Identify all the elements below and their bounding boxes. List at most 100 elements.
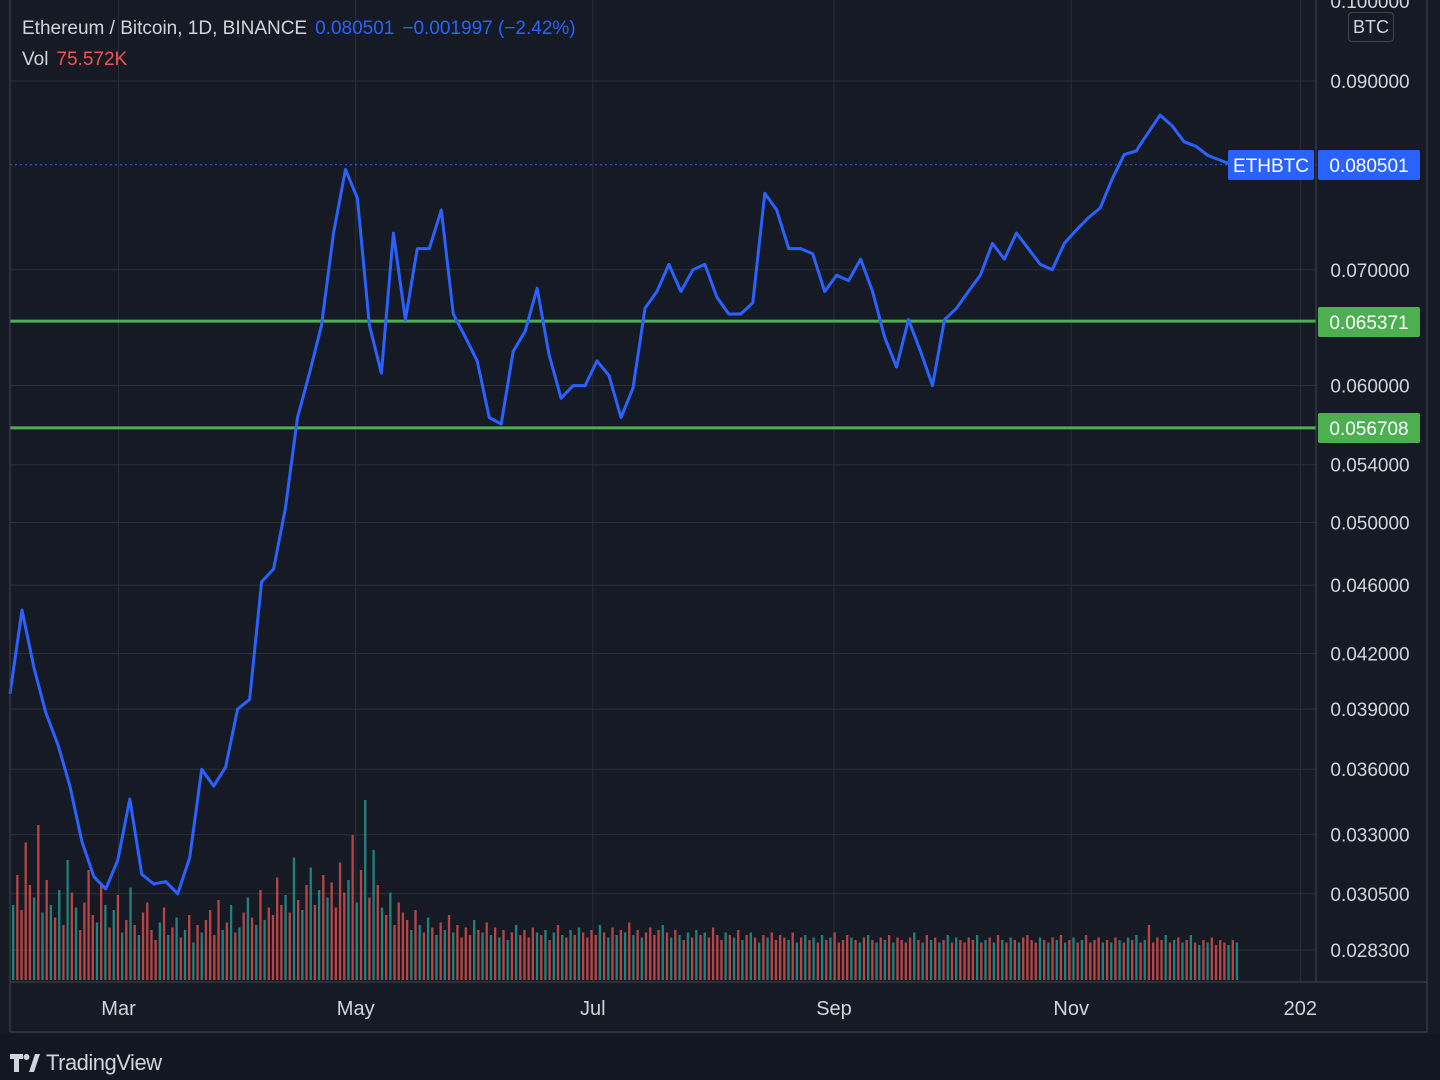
volume-bar bbox=[162, 907, 166, 980]
volume-bar bbox=[833, 932, 836, 980]
volume-bar bbox=[992, 942, 996, 980]
volume-bar bbox=[900, 940, 903, 980]
x-tick-label: Sep bbox=[816, 998, 852, 1020]
volume-bar bbox=[531, 927, 535, 980]
volume-bar bbox=[305, 885, 308, 980]
volume-bar bbox=[217, 900, 220, 980]
volume-bar bbox=[456, 925, 459, 980]
volume-bar bbox=[79, 930, 82, 980]
volume-bar bbox=[104, 905, 107, 980]
volume-bar bbox=[464, 927, 467, 980]
volume-bar bbox=[368, 897, 371, 980]
x-tick-label: Mar bbox=[101, 998, 136, 1020]
grid-layer bbox=[10, 0, 1316, 982]
volume-bar bbox=[682, 940, 685, 980]
volume-bar bbox=[724, 932, 727, 980]
volume-bar bbox=[1160, 940, 1163, 980]
symbol-title[interactable]: Ethereum / Bitcoin, 1D, BINANCE bbox=[22, 18, 308, 39]
volume-bar bbox=[263, 920, 266, 980]
volume-bar bbox=[808, 940, 811, 980]
tradingview-logo-icon bbox=[10, 1054, 40, 1072]
volume-bar bbox=[506, 940, 509, 980]
currency-badge[interactable]: BTC bbox=[1348, 12, 1394, 42]
support-upper-badge: 0.065371 bbox=[1318, 307, 1420, 337]
volume-bar bbox=[1177, 937, 1180, 980]
volume-bar bbox=[661, 925, 664, 980]
volume-bar bbox=[158, 922, 161, 980]
volume-bar bbox=[414, 910, 417, 980]
volume-bar bbox=[53, 917, 57, 980]
volume-bar bbox=[364, 800, 367, 980]
volume-bar bbox=[1089, 942, 1092, 980]
volume-bar bbox=[1118, 940, 1121, 980]
volume-bar bbox=[238, 927, 241, 980]
volume-bar bbox=[246, 897, 250, 980]
volume-bar bbox=[711, 927, 715, 980]
volume-bar bbox=[133, 925, 136, 980]
volume-bar bbox=[91, 915, 94, 980]
volume-bar bbox=[389, 892, 392, 980]
volume-bar bbox=[489, 935, 493, 980]
volume-bar bbox=[313, 905, 317, 980]
volume-bar bbox=[615, 935, 618, 980]
volume-bar bbox=[846, 935, 849, 980]
volume-bar bbox=[58, 890, 61, 980]
volume-bar bbox=[1105, 940, 1109, 980]
volume-bar bbox=[137, 935, 141, 980]
volume-bar bbox=[1063, 942, 1067, 980]
volume-bar bbox=[665, 932, 669, 980]
volume-bar bbox=[984, 940, 987, 980]
x-tick-label: Jul bbox=[580, 998, 606, 1020]
symbol-legend: Ethereum / Bitcoin, 1D, BINANCE 0.080501−… bbox=[22, 16, 576, 78]
volume-bar bbox=[548, 940, 551, 980]
volume-bar bbox=[732, 937, 736, 980]
volume-bar bbox=[179, 937, 182, 980]
volume-bar bbox=[296, 900, 300, 980]
volume-bar bbox=[707, 937, 711, 980]
volume-bar bbox=[481, 932, 484, 980]
volume-bar bbox=[1034, 942, 1037, 980]
volume-bar bbox=[334, 907, 338, 980]
volume-bar bbox=[1193, 942, 1197, 980]
volume-bar bbox=[741, 940, 744, 980]
volume-bar bbox=[200, 932, 203, 980]
volume-bar bbox=[657, 930, 660, 980]
volume-bar bbox=[460, 937, 463, 980]
volume-bar bbox=[975, 935, 979, 980]
volume-bar bbox=[749, 932, 752, 980]
volume-bar bbox=[934, 937, 937, 980]
volume-label[interactable]: Vol bbox=[22, 49, 49, 70]
volume-bar bbox=[1084, 935, 1088, 980]
volume-bar bbox=[1051, 937, 1054, 980]
volume-bar bbox=[196, 925, 199, 980]
volume-bar bbox=[1001, 940, 1004, 980]
tradingview-logo[interactable]: TradingView bbox=[10, 1050, 162, 1076]
volume-bar bbox=[598, 925, 602, 980]
support-lower-badge: 0.056708 bbox=[1318, 413, 1420, 443]
volume-bar bbox=[586, 937, 589, 980]
volume-bar bbox=[883, 940, 887, 980]
volume-bar bbox=[1080, 940, 1084, 980]
legend-row-volume: Vol 75.572K bbox=[22, 47, 576, 78]
volume-bar bbox=[485, 922, 488, 980]
volume-bar bbox=[795, 942, 799, 980]
volume-bar bbox=[1139, 942, 1142, 980]
symbol-badge: ETHBTC bbox=[1228, 150, 1314, 180]
volume-bar bbox=[913, 932, 916, 980]
volume-bar bbox=[208, 910, 212, 980]
volume-bar bbox=[322, 875, 325, 980]
volume-bar bbox=[66, 860, 69, 980]
volume-bar bbox=[317, 890, 321, 980]
x-axis-ticks: Mar May Jul Sep Nov 202 bbox=[101, 998, 1317, 1020]
volume-bar bbox=[581, 932, 585, 980]
volume-bar bbox=[146, 902, 149, 980]
volume-bar bbox=[167, 935, 170, 980]
volume-bar bbox=[925, 935, 928, 980]
volume-bar bbox=[259, 890, 262, 980]
volume-bar bbox=[1026, 935, 1029, 980]
volume-bar bbox=[473, 920, 476, 980]
volume-bar bbox=[590, 930, 593, 980]
volume-bar bbox=[267, 907, 270, 980]
volume-bar bbox=[1076, 942, 1079, 980]
